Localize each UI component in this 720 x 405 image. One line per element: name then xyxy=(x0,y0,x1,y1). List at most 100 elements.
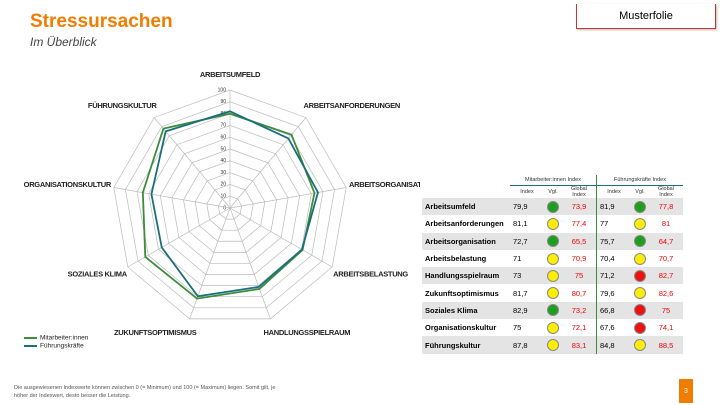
grid-ring xyxy=(159,136,301,275)
grid-ring xyxy=(194,172,266,242)
table-row: Arbeitsorganisation 72,7 65,5 75,7 64,7 xyxy=(422,232,683,250)
group-title: Mitarbeiter:innen Index xyxy=(510,175,597,186)
traffic-light xyxy=(634,287,646,300)
group-title: Führungskräfte Index xyxy=(596,175,683,186)
comparison-cell xyxy=(631,233,649,250)
axis-label: ARBEITSANFORDERUNGEN xyxy=(303,101,400,110)
comparison-cell xyxy=(631,198,649,215)
grid-ring xyxy=(183,160,277,253)
grid-ring xyxy=(136,113,324,298)
table-row: Arbeitsumfeld 79,9 73,9 81,9 77,8 xyxy=(422,198,683,216)
tick-label: 100 xyxy=(218,87,227,93)
series-line xyxy=(150,110,319,298)
global-index-cell: 74,1 xyxy=(658,323,674,333)
index-cell: 81,7 xyxy=(513,288,528,298)
grid-ring xyxy=(218,195,242,220)
blank xyxy=(422,186,510,199)
comparison-cell xyxy=(631,267,649,284)
column-title: Vgl. xyxy=(635,189,645,195)
tick-label: 0 xyxy=(223,205,226,211)
traffic-light xyxy=(547,321,559,334)
traffic-light xyxy=(547,304,559,317)
traffic-light xyxy=(634,235,646,248)
traffic-light xyxy=(547,200,559,213)
tick-label: 10 xyxy=(220,194,226,200)
axis-label: HANDLUNGSSPIELRAUM xyxy=(263,328,350,337)
grid-ring xyxy=(125,101,335,309)
legend-label: Führungskräfte xyxy=(40,343,84,350)
global-index-cell: 77,8 xyxy=(658,202,674,212)
index-cell: 75 xyxy=(513,323,522,333)
global-index-cell: 70,7 xyxy=(658,254,674,264)
traffic-light xyxy=(547,269,559,282)
index-cell: 71,2 xyxy=(600,271,615,281)
row-label: Soziales Klima xyxy=(425,305,478,315)
legend-label: Mitarbeiter:innen xyxy=(40,335,89,342)
table: Mitarbeiter:innen Index Führungskräfte In… xyxy=(422,175,683,354)
comparison-cell xyxy=(631,302,649,319)
global-index-cell: 82,6 xyxy=(658,288,674,298)
tick-label: 60 xyxy=(220,135,226,141)
spoke xyxy=(229,207,271,320)
row-label: Arbeitsanforderungen xyxy=(425,219,504,229)
global-index-cell: 72,1 xyxy=(562,319,597,337)
tick-label: 30 xyxy=(220,170,226,176)
index-cell: 75,7 xyxy=(600,236,615,246)
comparison-cell xyxy=(544,336,562,353)
column-title: Index xyxy=(520,189,534,195)
chart: 0102030405060708090100ARBEITSUMFELDARBEI… xyxy=(24,70,420,350)
comparison-cell xyxy=(631,215,649,232)
axis-label: ARBEITSUMFELD xyxy=(200,70,261,79)
global-index-cell: 82,7 xyxy=(658,271,674,281)
traffic-light xyxy=(634,339,646,352)
comparison-cell xyxy=(544,215,562,232)
table-row: Führungskultur 87,8 83,1 84,8 88,5 xyxy=(422,336,683,354)
axis-label: ORGANISATIONSKULTUR xyxy=(24,180,112,189)
traffic-light xyxy=(634,200,646,213)
grid-ring xyxy=(171,148,289,264)
footnote: Die ausgewiesenen Indexwerte können zwis… xyxy=(14,385,276,399)
grid-ring xyxy=(113,89,347,320)
global-index-cell: 83,1 xyxy=(562,336,597,354)
global-index-cell: 88,5 xyxy=(658,340,674,350)
badge: Musterfolie xyxy=(576,4,716,29)
table-row: Zukunftsoptimismus 81,7 80,7 79,6 82,6 xyxy=(422,284,683,302)
title: Stressursachen xyxy=(30,11,173,32)
axis-label: SOZIALES KLIMA xyxy=(68,269,128,278)
spoke xyxy=(189,207,231,320)
traffic-light xyxy=(547,217,559,230)
index-cell: 81,1 xyxy=(513,219,528,229)
comparison-cell xyxy=(631,250,649,267)
comparison-cell xyxy=(544,319,562,336)
grid-ring xyxy=(206,184,254,231)
global-index-cell: 73,9 xyxy=(562,198,597,216)
index-cell: 72,7 xyxy=(513,236,528,246)
traffic-light xyxy=(634,304,646,317)
blank xyxy=(422,175,510,186)
page-number: 3 xyxy=(679,379,693,403)
spoke xyxy=(229,187,347,209)
index-cell: 71 xyxy=(513,254,522,264)
traffic-light xyxy=(634,321,646,334)
spoke xyxy=(229,117,307,209)
column-title: Vgl. xyxy=(548,189,558,195)
group-header: Mitarbeiter:innen Index Führungskräfte In… xyxy=(422,175,683,186)
index-cell: 79,9 xyxy=(513,202,528,212)
traffic-light xyxy=(547,339,559,352)
axis-label: FÜHRUNGSKULTUR xyxy=(88,101,157,110)
index-cell: 79,6 xyxy=(600,288,615,298)
tick-label: 70 xyxy=(220,123,226,129)
tick-label: 90 xyxy=(220,99,226,105)
axis-label: ARBEITSORGANISATION xyxy=(349,180,420,189)
grid-ring xyxy=(148,125,312,286)
global-index-cell: 73,2 xyxy=(562,301,597,320)
global-index-cell: 80,7 xyxy=(562,284,597,302)
comparison-cell xyxy=(544,233,562,250)
comparison-cell xyxy=(544,284,562,301)
spoke xyxy=(229,207,333,268)
row-label: Arbeitsorganisation xyxy=(425,236,496,246)
row-label: Arbeitsbelastung xyxy=(425,254,487,264)
global-index-cell: 70,9 xyxy=(562,249,597,268)
index-cell: 67,6 xyxy=(600,323,615,333)
